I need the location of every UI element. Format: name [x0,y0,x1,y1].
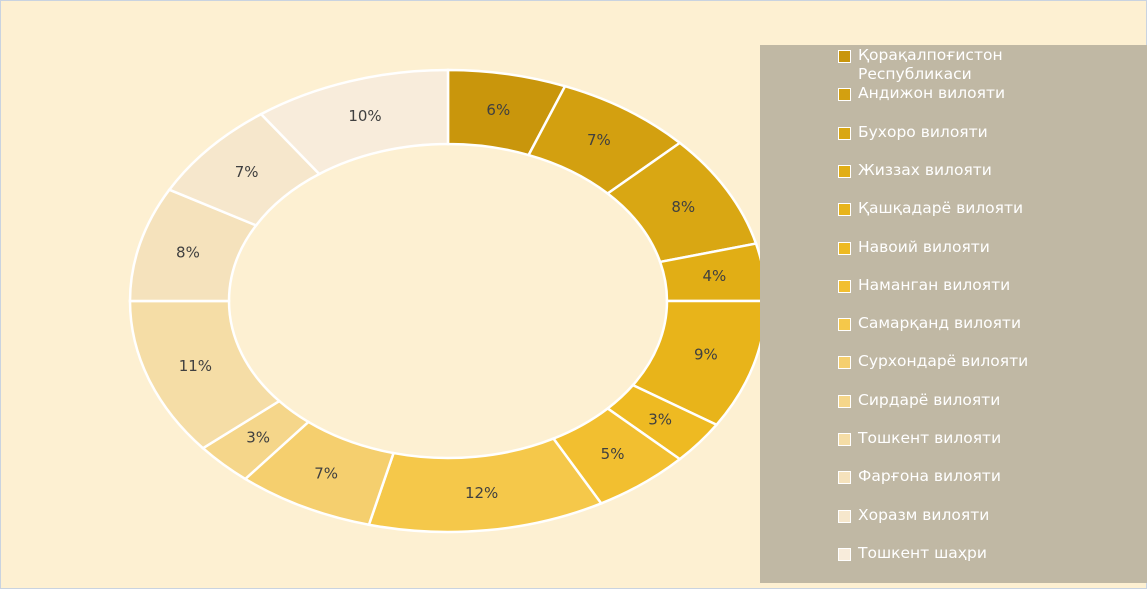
legend-label: Тошкент шаҳри [858,543,987,562]
legend: Қорақалпоғистон Республикаси Андижон вило… [760,45,1147,583]
legend-label: Бухоро вилояти [858,122,988,141]
legend-swatch [838,279,851,293]
data-label: 11% [179,357,212,375]
legend-item: Самарқанд вилояти [838,314,1021,333]
data-label: 7% [587,131,611,149]
legend-item: Сурхондарё вилояти [838,352,1028,371]
legend-label: Жиззах вилояти [858,160,992,179]
legend-item: Навоий вилояти [838,238,990,257]
legend-swatch [838,394,851,408]
slice [259,68,450,176]
data-label: 7% [314,464,338,482]
legend-item: Андижон вилояти [838,84,1005,103]
legend-label: Тошкент вилояти [858,429,1002,447]
legend-label: Қашқадарё вилояти [858,199,1024,218]
data-label: 3% [246,429,270,447]
legend-item: Жиззах вилояти [838,161,992,180]
legend-label: Навоий вилояти [858,237,990,256]
legend-swatch [838,356,851,370]
legend-swatch [838,50,851,63]
legend-item: Сирдарё вилояти [838,391,1000,410]
data-label: 3% [648,410,672,428]
plot: 6% 7% 8% 4% 9% 3% 5% 12% 7% 3% 11% 8% 7% 10% [128,68,760,534]
data-label: 4% [702,267,726,285]
legend-swatch [838,203,851,217]
legend-swatch [838,126,851,140]
legend-item: Қашқадарё вилояти [838,199,1023,218]
legend-swatch [838,318,851,332]
legend-item: Бухоро вилояти [838,123,988,142]
legend-label: Фарғона вилояти [858,467,1001,486]
legend-swatch [838,241,851,255]
data-label: 7% [235,163,259,181]
legend-swatch [838,509,851,523]
legend-swatch [838,471,851,485]
legend-item: Тошкент вилояти [838,429,1001,448]
legend-label: Сурхондарё вилояти [858,352,1029,371]
data-label: 8% [671,198,695,216]
legend-item: Хоразм вилояти [838,506,989,525]
data-label: 9% [694,346,718,364]
legend-swatch [838,433,851,446]
data-label: 10% [348,107,381,125]
data-label: 8% [176,243,200,261]
legend-item: Наманган вилояти [838,276,1010,295]
legend-label: Наманган вилояти [858,275,1011,294]
legend-item: Фарғона вилояти [838,467,1001,486]
legend-label: Самарқанд вилояти [858,314,1022,333]
legend-item: Тошкент шаҳри [838,544,987,563]
legend-item: Қорақалпоғистон Республикаси [838,46,1058,84]
legend-swatch [838,164,851,178]
legend-label: Қорақалпоғистон Республикаси [858,46,1003,83]
data-label: 12% [465,484,498,502]
data-label: 5% [601,445,625,463]
data-label: 6% [486,101,510,119]
legend-label: Сирдарё вилояти [858,390,1001,409]
legend-swatch [838,88,851,102]
legend-label: Андижон вилояти [858,84,1006,103]
legend-label: Хоразм вилояти [858,505,990,524]
legend-swatch [838,547,851,561]
